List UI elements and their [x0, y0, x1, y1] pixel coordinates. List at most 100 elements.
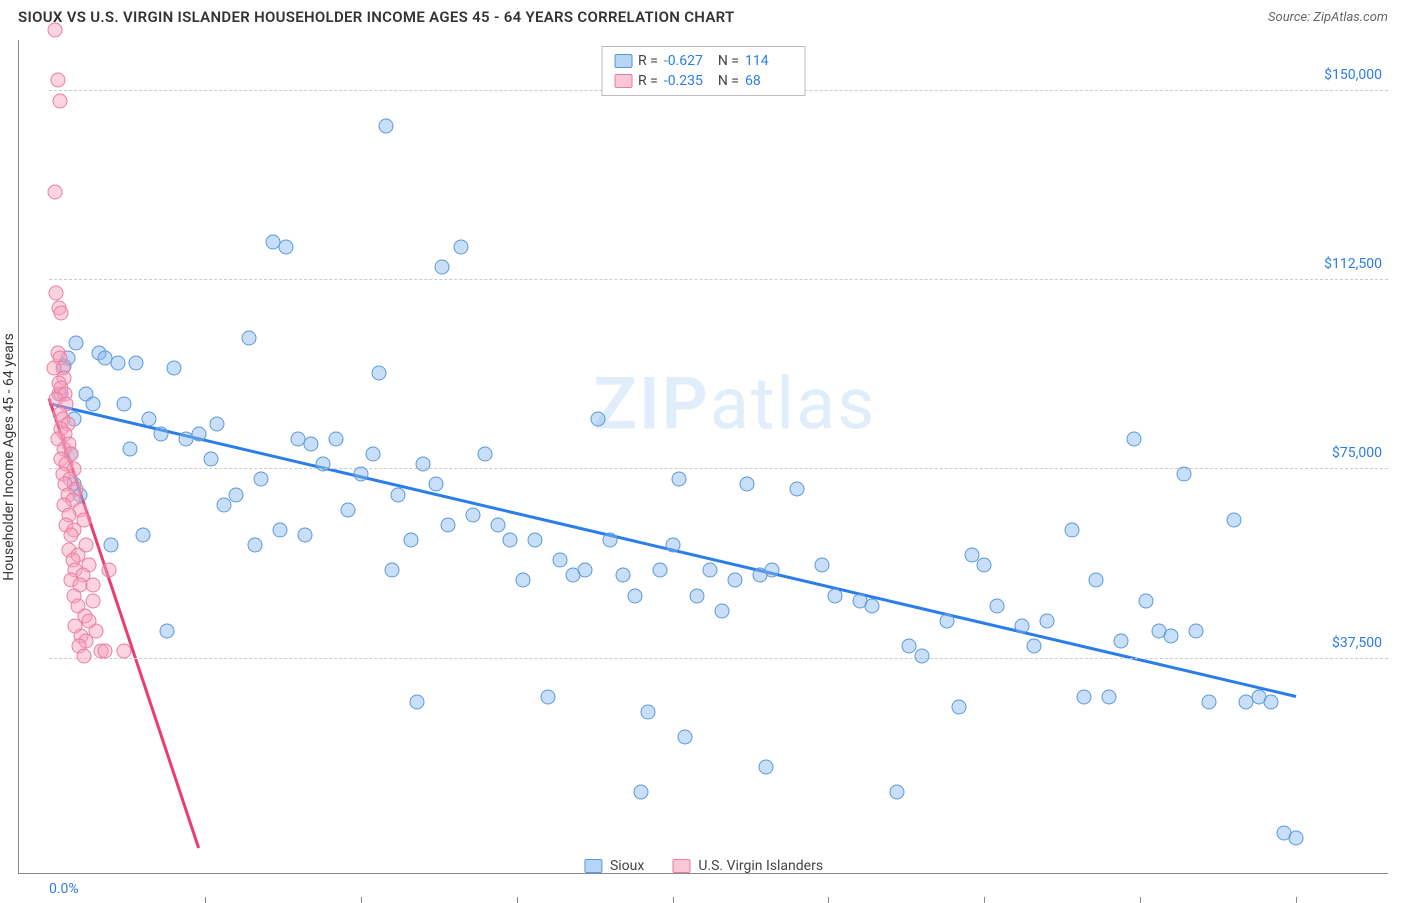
data-point: [141, 411, 156, 426]
ytick-label: $112,500: [1324, 256, 1382, 272]
data-point: [409, 694, 424, 709]
data-point: [98, 644, 113, 659]
data-point: [634, 785, 649, 800]
xtick: [361, 897, 362, 903]
data-point: [160, 623, 175, 638]
data-point: [85, 578, 100, 593]
data-point: [53, 93, 68, 108]
data-point: [216, 497, 231, 512]
legend-stats: R = -0.627 N = 114 R = -0.235 N = 68: [601, 46, 806, 96]
data-point: [191, 426, 206, 441]
data-point: [85, 593, 100, 608]
ytick-label: $37,500: [1332, 635, 1382, 651]
data-point: [135, 527, 150, 542]
data-point: [378, 118, 393, 133]
xtick: [517, 897, 518, 903]
data-point: [665, 538, 680, 553]
data-point: [104, 538, 119, 553]
data-point: [603, 532, 618, 547]
data-point: [434, 260, 449, 275]
data-point: [328, 431, 343, 446]
chart-source: Source: ZipAtlas.com: [1268, 10, 1388, 25]
data-point: [116, 396, 131, 411]
data-point: [384, 563, 399, 578]
data-point: [428, 477, 443, 492]
data-point: [1176, 467, 1191, 482]
data-point: [727, 573, 742, 588]
chart-container: Householder Income Ages 45 - 64 years ZI…: [18, 40, 1388, 874]
data-point: [1189, 623, 1204, 638]
data-point: [204, 452, 219, 467]
data-point: [889, 785, 904, 800]
data-point: [391, 487, 406, 502]
data-point: [1014, 618, 1029, 633]
data-point: [1064, 522, 1079, 537]
trendlines: [49, 40, 1296, 848]
legend-stats-row: R = -0.627 N = 114: [614, 51, 793, 71]
data-point: [1164, 628, 1179, 643]
data-point: [278, 240, 293, 255]
gridline: [49, 658, 1388, 659]
data-point: [490, 517, 505, 532]
data-point: [85, 396, 100, 411]
data-point: [110, 356, 125, 371]
data-point: [515, 573, 530, 588]
data-point: [952, 699, 967, 714]
xtick-min: 0.0%: [49, 881, 79, 897]
legend-n-label: N =: [718, 73, 739, 89]
data-point: [453, 240, 468, 255]
data-point: [540, 689, 555, 704]
legend-swatch-blue: [614, 54, 632, 68]
data-point: [416, 457, 431, 472]
data-point: [827, 588, 842, 603]
data-point: [48, 184, 63, 199]
legend-n-value: 114: [745, 53, 793, 69]
data-point: [48, 22, 63, 37]
data-point: [247, 538, 262, 553]
legend-label: U.S. Virgin Islanders: [698, 858, 823, 874]
data-point: [702, 563, 717, 578]
data-point: [765, 563, 780, 578]
data-point: [69, 336, 84, 351]
data-point: [914, 649, 929, 664]
data-point: [590, 411, 605, 426]
xtick: [984, 897, 985, 903]
data-point: [677, 729, 692, 744]
data-point: [316, 457, 331, 472]
data-point: [297, 527, 312, 542]
data-point: [372, 366, 387, 381]
legend-series: Sioux U.S. Virgin Islanders: [584, 858, 823, 874]
data-point: [478, 447, 493, 462]
legend-r-label: R =: [638, 53, 658, 69]
xtick: [1296, 897, 1297, 903]
data-point: [50, 73, 65, 88]
data-point: [123, 442, 138, 457]
data-point: [241, 330, 256, 345]
ytick-label: $150,000: [1324, 67, 1382, 83]
data-point: [303, 437, 318, 452]
data-point: [403, 532, 418, 547]
data-point: [81, 613, 96, 628]
data-point: [166, 361, 181, 376]
legend-swatch-blue: [584, 859, 602, 873]
xtick: [673, 897, 674, 903]
xtick: [828, 897, 829, 903]
legend-r-value: -0.235: [664, 73, 712, 89]
ytick-label: $75,000: [1332, 445, 1382, 461]
data-point: [865, 598, 880, 613]
data-point: [441, 517, 456, 532]
data-point: [64, 527, 79, 542]
data-point: [1101, 689, 1116, 704]
data-point: [366, 447, 381, 462]
data-point: [1077, 689, 1092, 704]
data-point: [1027, 639, 1042, 654]
legend-swatch-pink: [672, 859, 690, 873]
y-axis-label: Householder Income Ages 45 - 64 years: [1, 333, 17, 580]
data-point: [154, 426, 169, 441]
data-point: [1289, 830, 1304, 845]
legend-n-label: N =: [718, 53, 739, 69]
data-point: [640, 704, 655, 719]
data-point: [1201, 694, 1216, 709]
legend-item: U.S. Virgin Islanders: [672, 858, 823, 874]
legend-swatch-pink: [614, 74, 632, 88]
